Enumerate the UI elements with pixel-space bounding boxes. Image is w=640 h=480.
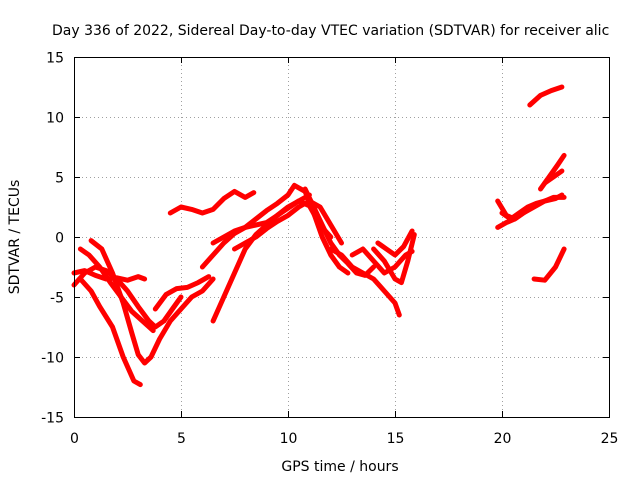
x-tick-label: 20 [494, 431, 512, 447]
satellite-trace-7 [167, 188, 257, 216]
satellite-trace-20 [527, 84, 565, 108]
satellite-trace-2 [71, 264, 184, 330]
satellite-trace-23 [531, 246, 567, 283]
y-tick-label: 10 [46, 111, 64, 127]
satellite-trace-14 [349, 246, 415, 276]
x-tick-label: 10 [280, 431, 298, 447]
y-tick-label: -15 [41, 411, 64, 427]
data-traces [71, 84, 567, 388]
satellite-trace-6 [152, 274, 212, 312]
satellite-trace-4 [88, 238, 216, 366]
y-tick-label: -10 [41, 351, 64, 367]
x-axis-label: GPS time / hours [281, 459, 398, 475]
satellite-trace-5 [77, 246, 156, 334]
x-tick-label: 0 [70, 431, 79, 447]
chart-title: Day 336 of 2022, Sidereal Day-to-day VTE… [52, 23, 609, 39]
satellite-trace-19 [499, 194, 567, 222]
satellite-trace-11 [232, 198, 344, 252]
satellite-trace-13 [328, 246, 402, 318]
axis-ticks: 0 5 10 15 20 25 -15 -10 -5 0 5 10 15 [41, 51, 618, 448]
x-tick-label: 15 [387, 431, 405, 447]
satellite-trace-15 [371, 232, 417, 286]
y-tick-label: 15 [46, 51, 64, 67]
y-tick-label: 0 [55, 231, 64, 247]
satellite-trace-3 [77, 276, 143, 388]
x-tick-label: 25 [601, 431, 619, 447]
grid-lines [74, 57, 609, 417]
y-tick-label: -5 [50, 291, 64, 307]
satellite-trace-22 [542, 168, 565, 186]
x-tick-label: 5 [177, 431, 186, 447]
satellite-trace-9 [210, 198, 334, 324]
satellite-trace-16 [375, 228, 415, 258]
satellite-trace-10 [210, 182, 351, 276]
y-axis-label: SDTVAR / TECUs [7, 180, 23, 295]
y-tick-label: 5 [55, 171, 64, 187]
